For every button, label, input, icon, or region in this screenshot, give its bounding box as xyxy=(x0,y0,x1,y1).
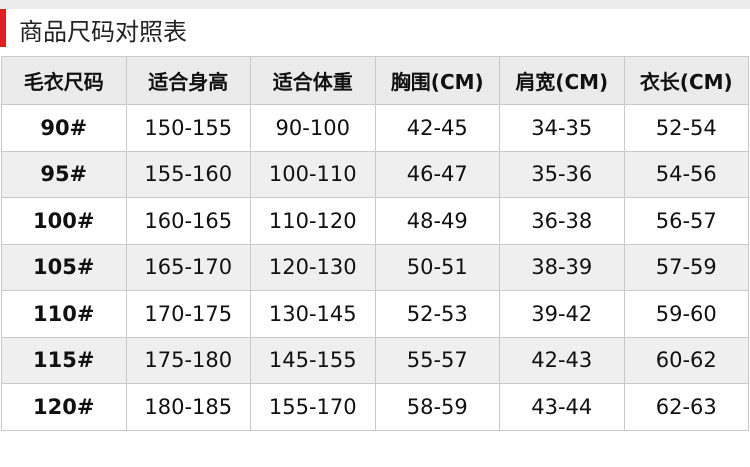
size-chart-table: 毛衣尺码 适合身高 适合体重 胸围(CM) 肩宽(CM) 衣长(CM) 90# 150-15… xyxy=(1,56,749,431)
table-cell: 46-47 xyxy=(374,150,500,198)
table-cell: 130-145 xyxy=(250,290,376,338)
table-cell: 58-59 xyxy=(374,383,500,431)
table-cell: 50-51 xyxy=(374,243,500,291)
table-cell: 90-100 xyxy=(250,104,376,152)
table-row: 90# 150-155 90-100 42-45 34-35 52-54 xyxy=(1,104,749,152)
table-row: 100# 160-165 110-120 48-49 36-38 56-57 xyxy=(1,197,749,245)
table-cell: 155-170 xyxy=(250,383,376,431)
page-title: 商品尺码对照表 xyxy=(19,18,187,46)
column-header: 胸围(CM) xyxy=(374,56,500,105)
top-band xyxy=(0,0,750,9)
table-cell: 175-180 xyxy=(125,336,251,384)
size-cell: 115# xyxy=(1,336,127,384)
column-header: 衣长(CM) xyxy=(623,56,749,105)
title-bar xyxy=(0,9,750,56)
table-cell: 100-110 xyxy=(250,150,376,198)
table-cell: 42-43 xyxy=(499,336,625,384)
table-cell: 170-175 xyxy=(125,290,251,338)
table-cell: 43-44 xyxy=(499,383,625,431)
size-cell: 110# xyxy=(1,290,127,338)
table-cell: 145-155 xyxy=(250,336,376,384)
table-cell: 160-165 xyxy=(125,197,251,245)
table-cell: 55-57 xyxy=(374,336,500,384)
table-cell: 60-62 xyxy=(623,336,749,384)
column-header: 肩宽(CM) xyxy=(499,56,625,105)
table-cell: 57-59 xyxy=(623,243,749,291)
table-row: 120# 180-185 155-170 58-59 43-44 62-63 xyxy=(1,383,749,431)
table-row: 95# 155-160 100-110 46-47 35-36 54-56 xyxy=(1,150,749,198)
table-cell: 120-130 xyxy=(250,243,376,291)
table-cell: 38-39 xyxy=(499,243,625,291)
size-cell: 105# xyxy=(1,243,127,291)
size-cell: 95# xyxy=(1,150,127,198)
table-cell: 36-38 xyxy=(499,197,625,245)
table-cell: 56-57 xyxy=(623,197,749,245)
column-header: 毛衣尺码 xyxy=(1,56,127,105)
table-cell: 42-45 xyxy=(374,104,500,152)
table-cell: 52-53 xyxy=(374,290,500,338)
table-cell: 180-185 xyxy=(125,383,251,431)
table-cell: 48-49 xyxy=(374,197,500,245)
size-cell: 100# xyxy=(1,197,127,245)
column-header: 适合身高 xyxy=(125,56,251,105)
table-cell: 155-160 xyxy=(125,150,251,198)
table-row: 115# 175-180 145-155 55-57 42-43 60-62 xyxy=(1,336,749,384)
table-cell: 62-63 xyxy=(623,383,749,431)
table-cell: 35-36 xyxy=(499,150,625,198)
table-cell: 34-35 xyxy=(499,104,625,152)
table-cell: 59-60 xyxy=(623,290,749,338)
table-cell: 52-54 xyxy=(623,104,749,152)
table-cell: 150-155 xyxy=(125,104,251,152)
table-cell: 110-120 xyxy=(250,197,376,245)
table-row: 110# 170-175 130-145 52-53 39-42 59-60 xyxy=(1,290,749,338)
size-cell: 90# xyxy=(1,104,127,152)
table-cell: 54-56 xyxy=(623,150,749,198)
size-cell: 120# xyxy=(1,383,127,431)
accent-bar xyxy=(0,9,6,47)
column-header: 适合体重 xyxy=(250,56,376,105)
table-header-row: 毛衣尺码 适合身高 适合体重 胸围(CM) 肩宽(CM) 衣长(CM) xyxy=(1,56,749,105)
table-cell: 39-42 xyxy=(499,290,625,338)
table-row: 105# 165-170 120-130 50-51 38-39 57-59 xyxy=(1,243,749,291)
table-cell: 165-170 xyxy=(125,243,251,291)
